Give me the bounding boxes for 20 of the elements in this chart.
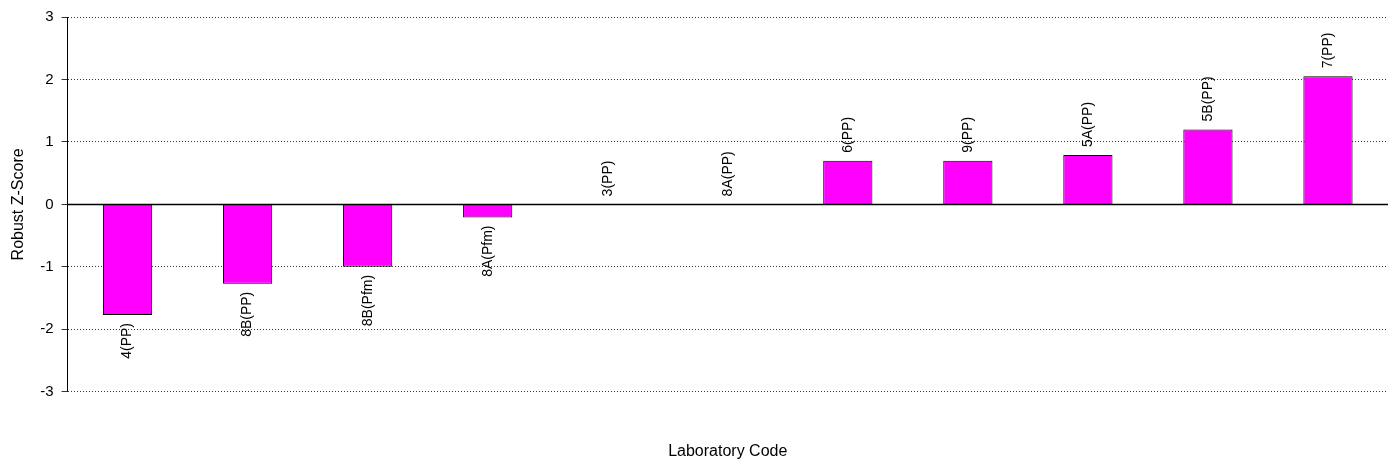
y-axis-title: Robust Z-Score: [9, 148, 27, 261]
x-tick-label: 6(PP): [838, 116, 855, 153]
y-tick-label: 1: [45, 132, 54, 150]
y-tick-label: -2: [40, 319, 54, 337]
y-tick-label: -1: [40, 257, 54, 275]
x-tick-label: 5A(PP): [1078, 101, 1095, 148]
x-tick-label: 8B(Pfm): [358, 274, 375, 327]
x-tick-label: 4(PP): [118, 322, 135, 359]
y-tick-label: 0: [45, 194, 54, 212]
x-tick-label: 9(PP): [958, 116, 975, 153]
y-tick-label: 2: [45, 69, 54, 87]
x-axis-title: Laboratory Code: [668, 441, 788, 459]
y-tick-label: -3: [40, 381, 54, 399]
x-tick-label: 7(PP): [1318, 32, 1335, 69]
x-tick-label: 5B(PP): [1198, 76, 1215, 122]
x-tick-label: 3(PP): [598, 160, 615, 197]
x-tick-label: 8A(PP): [718, 151, 735, 197]
x-tick-label: 8A(Pfm): [478, 225, 495, 277]
x-tick-label: 8B(PP): [238, 291, 255, 337]
y-tick-label: 3: [45, 7, 54, 25]
